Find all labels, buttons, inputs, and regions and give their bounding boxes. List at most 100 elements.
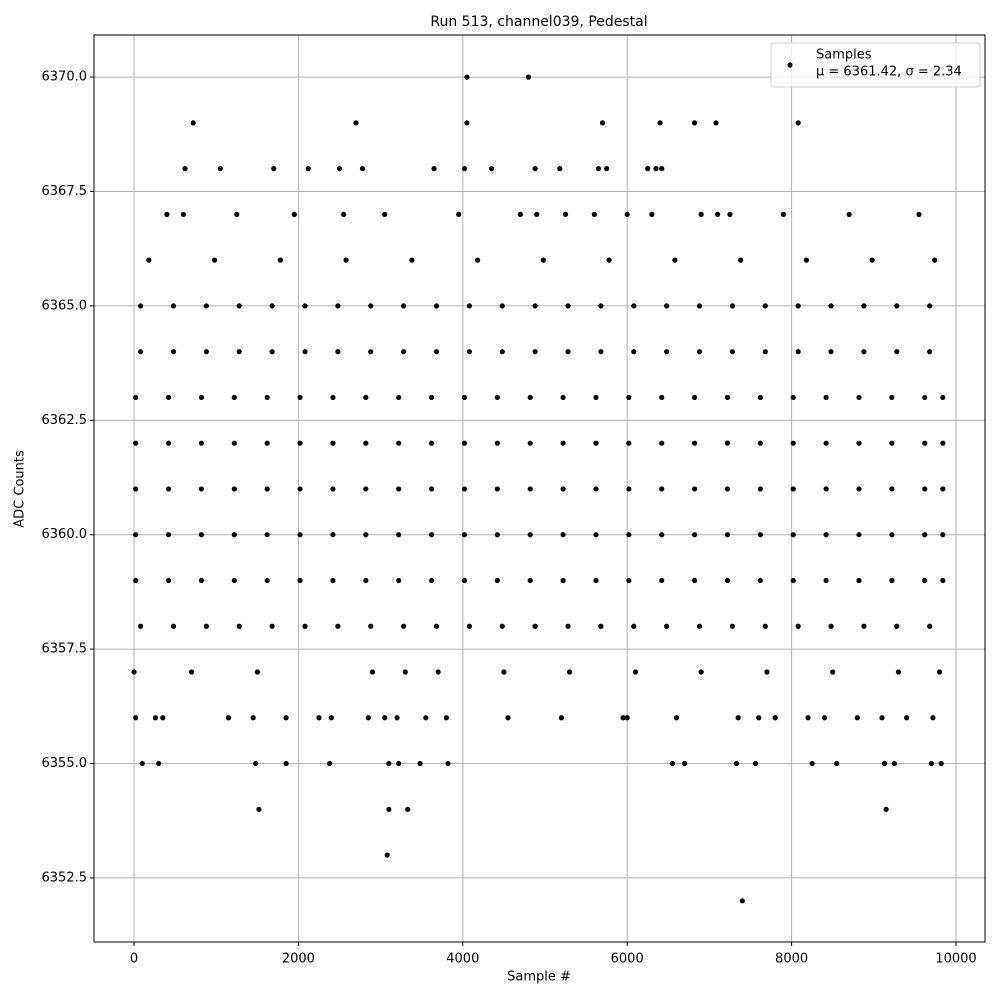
point — [894, 349, 900, 355]
point — [363, 486, 369, 492]
x-tick-label: 2000 — [282, 952, 315, 967]
point — [203, 349, 209, 355]
point — [302, 623, 308, 629]
point — [532, 349, 538, 355]
point — [443, 715, 449, 721]
point — [231, 486, 237, 492]
point — [593, 440, 599, 446]
point — [211, 257, 218, 263]
point — [823, 577, 829, 584]
point — [631, 623, 637, 629]
point — [620, 715, 626, 721]
point — [567, 669, 573, 675]
point — [335, 623, 341, 629]
point — [938, 760, 944, 767]
point — [598, 623, 604, 629]
point — [138, 303, 144, 309]
point — [253, 760, 259, 767]
y-tick-label: 6357.5 — [42, 642, 88, 657]
plot-frame — [93, 34, 986, 943]
point — [527, 394, 533, 401]
point — [823, 532, 829, 538]
point — [869, 257, 875, 263]
point — [494, 394, 500, 401]
point — [895, 669, 902, 675]
point — [673, 715, 680, 721]
y-tick-label: 6352.5 — [42, 870, 88, 885]
point — [188, 669, 195, 675]
point — [757, 440, 763, 446]
point — [916, 211, 922, 217]
point — [664, 303, 670, 309]
point — [828, 303, 834, 309]
point — [626, 394, 632, 401]
point — [861, 303, 867, 309]
point — [795, 349, 801, 355]
point — [368, 303, 374, 309]
x-tick-label: 6000 — [611, 952, 644, 967]
point — [203, 623, 209, 629]
point — [363, 394, 369, 401]
point — [330, 532, 336, 538]
point — [382, 715, 388, 721]
point — [696, 349, 703, 355]
point — [692, 486, 698, 492]
point — [595, 166, 602, 172]
point — [540, 257, 546, 263]
point — [231, 532, 237, 538]
point — [780, 211, 786, 217]
point — [527, 440, 533, 446]
point — [894, 303, 900, 309]
point — [828, 349, 834, 355]
y-axis-label: ADC Counts — [13, 450, 28, 528]
point — [598, 303, 604, 309]
point — [599, 120, 606, 126]
point — [729, 349, 736, 355]
point — [277, 257, 283, 263]
point — [632, 669, 639, 675]
point — [283, 760, 289, 767]
point — [790, 532, 796, 538]
point — [170, 623, 177, 629]
point — [790, 440, 796, 446]
point — [256, 806, 262, 812]
point — [423, 715, 429, 721]
point — [271, 166, 277, 172]
point — [692, 577, 698, 584]
point — [396, 760, 402, 767]
point — [464, 120, 470, 126]
point — [494, 486, 500, 492]
point — [335, 303, 341, 309]
point — [922, 440, 928, 446]
point — [889, 440, 895, 446]
point — [499, 623, 505, 629]
point — [198, 532, 205, 538]
point — [598, 349, 604, 355]
point — [940, 577, 946, 584]
point — [198, 440, 205, 446]
point — [672, 257, 678, 263]
point — [180, 211, 186, 217]
points — [131, 74, 946, 904]
point — [624, 211, 630, 217]
point — [724, 577, 731, 584]
legend-box — [770, 42, 981, 88]
point — [692, 440, 698, 446]
point — [264, 577, 270, 584]
point — [830, 669, 836, 675]
point — [626, 440, 632, 446]
point — [930, 715, 936, 721]
point — [297, 486, 303, 492]
point — [417, 760, 423, 767]
point — [532, 623, 538, 629]
point — [560, 440, 566, 446]
point — [461, 394, 468, 401]
point — [170, 303, 177, 309]
point — [795, 623, 801, 629]
point — [297, 440, 303, 446]
point — [724, 440, 731, 446]
point — [236, 623, 242, 629]
point — [762, 623, 768, 629]
point — [146, 257, 152, 263]
